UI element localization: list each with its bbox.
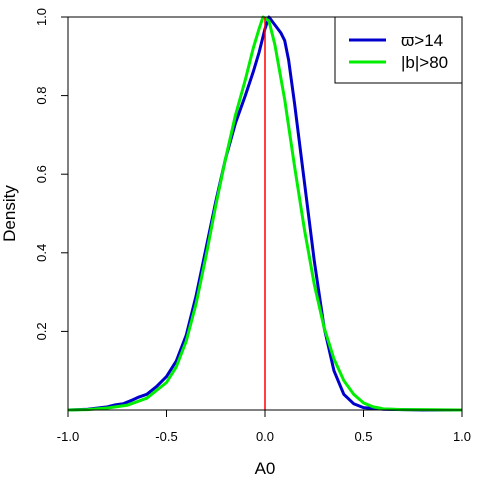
legend-box	[334, 16, 463, 84]
y-tick-label: 1.0	[34, 8, 49, 26]
x-tick-label: 0.5	[354, 429, 372, 444]
y-tick-label: 0.6	[34, 165, 49, 183]
axes-layer: -1.0 -0.5 0.0 0.5 1.0 0.2 0.4 0.6 0.8 1.0 A0 Densit…	[0, 8, 471, 478]
x-tick-label: 1.0	[453, 429, 471, 444]
x-tick-label: 0.0	[256, 429, 274, 444]
y-tick-label: 0.4	[34, 244, 49, 262]
y-tick-label: 0.2	[34, 322, 49, 340]
x-axis-label: A0	[255, 459, 276, 478]
legend-entry-2: |b|>80	[401, 53, 448, 72]
y-tick-label: 0.8	[34, 87, 49, 105]
legend-entry-1: ϖ>14	[401, 31, 443, 50]
y-axis-label: Density	[0, 185, 19, 242]
series-line-1	[67, 15, 462, 412]
legend: ϖ>14 |b|>80	[334, 16, 463, 84]
x-tick-label: -1.0	[57, 429, 79, 444]
x-tick-label: -0.5	[155, 429, 177, 444]
